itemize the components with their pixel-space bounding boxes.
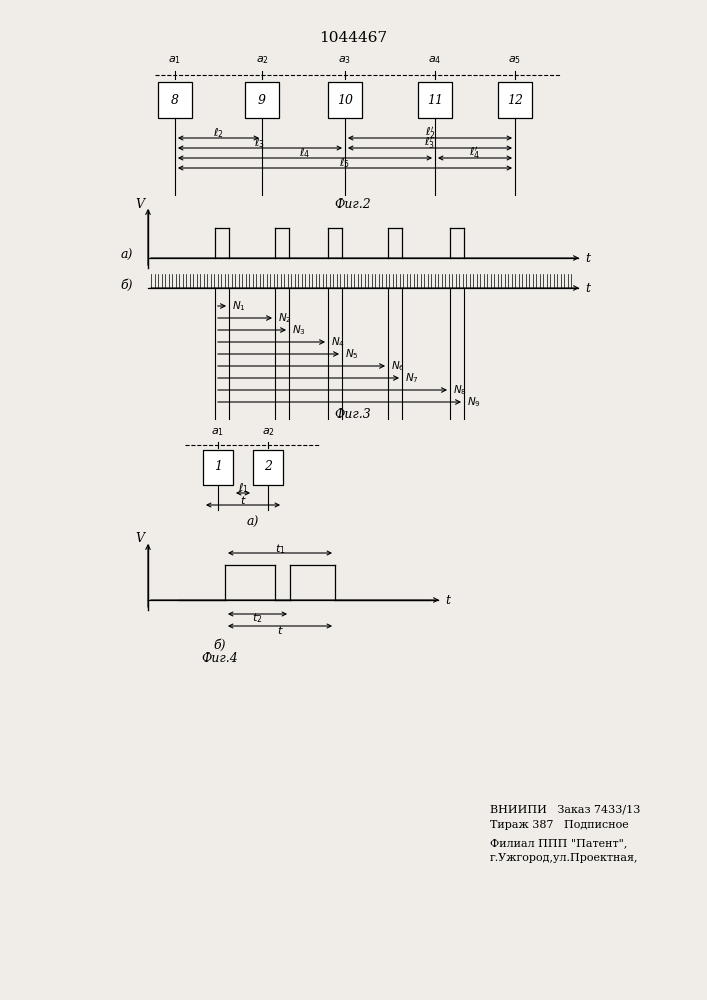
Bar [418,82,452,118]
Text: $N_4$: $N_4$ [331,335,345,349]
Text: 2: 2 [264,460,272,474]
Text: a): a) [121,248,133,261]
Text: V: V [136,198,144,211]
Text: $N_8$: $N_8$ [453,383,467,397]
Text: $a_4$: $a_4$ [428,54,442,66]
Text: б): б) [214,639,226,652]
Text: $\ell_5$: $\ell_5$ [339,156,351,170]
Text: $N_3$: $N_3$ [292,323,306,337]
Text: $N_9$: $N_9$ [467,395,481,409]
Text: Фиг.2: Фиг.2 [334,198,371,212]
Text: $\ell_2$: $\ell_2$ [213,126,224,140]
Text: $\ell_1$: $\ell_1$ [238,481,248,495]
Text: t: t [585,251,590,264]
Bar [328,82,362,118]
Text: $N_5$: $N_5$ [345,347,358,361]
Text: $t$: $t$ [276,624,284,636]
Bar [498,82,532,118]
Text: $N_2$: $N_2$ [278,311,291,325]
Text: t: t [445,593,450,606]
Text: 11: 11 [427,94,443,106]
Text: $\ell_3$: $\ell_3$ [255,136,266,150]
Text: г.Ужгород,ул.Проектная,: г.Ужгород,ул.Проектная, [490,853,638,863]
Text: 10: 10 [337,94,353,106]
Text: 8: 8 [171,94,179,106]
Text: $t$: $t$ [240,494,246,506]
Text: $t_2$: $t_2$ [252,611,263,625]
Text: Фиг.3: Фиг.3 [334,408,371,422]
Bar [245,82,279,118]
Text: 1: 1 [214,460,222,474]
Text: $\ell_2'$: $\ell_2'$ [425,125,436,141]
Text: 9: 9 [258,94,266,106]
Text: $a_2$: $a_2$ [262,426,274,438]
Text: $\ell_4'$: $\ell_4'$ [469,145,481,161]
Text: $a_3$: $a_3$ [339,54,351,66]
Text: 12: 12 [507,94,523,106]
Text: $a_1$: $a_1$ [211,426,225,438]
Text: $N_6$: $N_6$ [391,359,405,373]
Text: $a_5$: $a_5$ [508,54,522,66]
Text: $N_1$: $N_1$ [232,299,246,313]
Bar [203,450,233,485]
Text: $N_7$: $N_7$ [405,371,419,385]
Text: $\ell_4$: $\ell_4$ [299,146,310,160]
Text: t: t [585,282,590,294]
Text: a): a) [247,516,259,528]
Text: $a_2$: $a_2$ [255,54,269,66]
Text: 1044467: 1044467 [319,31,387,45]
Text: $t_1$: $t_1$ [275,542,286,556]
Text: ВНИИПИ   Заказ 7433/13: ВНИИПИ Заказ 7433/13 [490,805,641,815]
Text: Тираж 387   Подписное: Тираж 387 Подписное [490,820,629,830]
Text: Филиал ППП "Патент",: Филиал ППП "Патент", [490,838,627,848]
Text: б): б) [120,278,133,292]
Bar [158,82,192,118]
Text: $\ell_3'$: $\ell_3'$ [424,135,436,151]
Text: $a_1$: $a_1$ [168,54,182,66]
Text: Фиг.4: Фиг.4 [201,652,238,664]
Bar [253,450,283,485]
Text: V: V [136,532,144,546]
